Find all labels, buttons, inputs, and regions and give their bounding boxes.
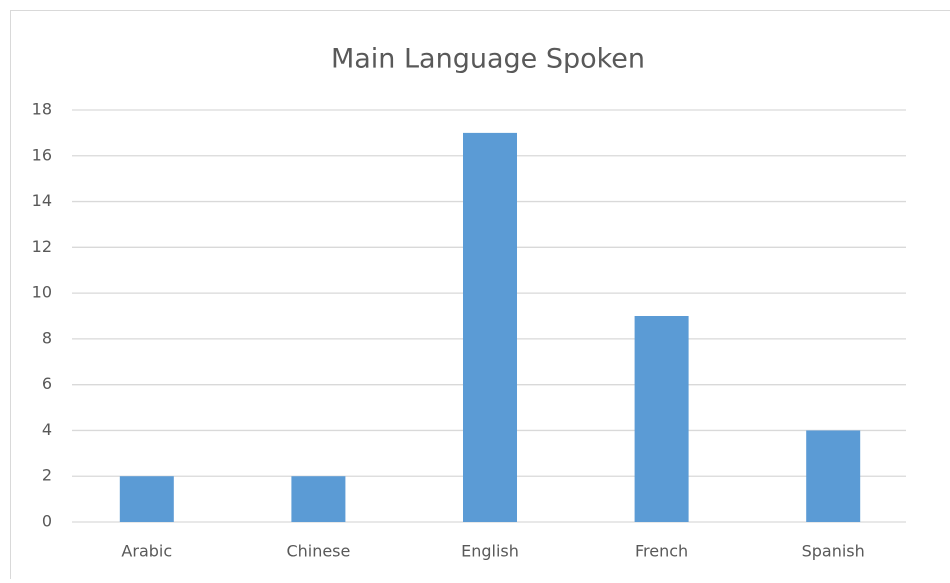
y-tick-label: 2 (42, 466, 52, 485)
y-tick-label: 10 (32, 283, 52, 302)
y-tick-label: 0 (42, 512, 52, 531)
y-tick-label: 14 (32, 191, 52, 210)
y-tick-label: 18 (32, 100, 52, 119)
y-tick-label: 12 (32, 237, 52, 256)
x-tick-label: English (461, 542, 519, 561)
bar (120, 476, 174, 522)
chart-title: Main Language Spoken (331, 44, 645, 75)
x-tick-label: Arabic (121, 542, 172, 561)
x-tick-label: French (635, 542, 688, 561)
bar (463, 133, 517, 522)
y-tick-label: 4 (42, 420, 52, 439)
y-tick-label: 16 (32, 145, 52, 164)
bar (291, 476, 345, 522)
x-tick-label: Spanish (802, 542, 865, 561)
y-tick-label: 8 (42, 328, 52, 347)
y-tick-label: 6 (42, 374, 52, 393)
bar (806, 430, 860, 522)
bar (635, 316, 689, 522)
x-tick-label: Chinese (286, 542, 350, 561)
